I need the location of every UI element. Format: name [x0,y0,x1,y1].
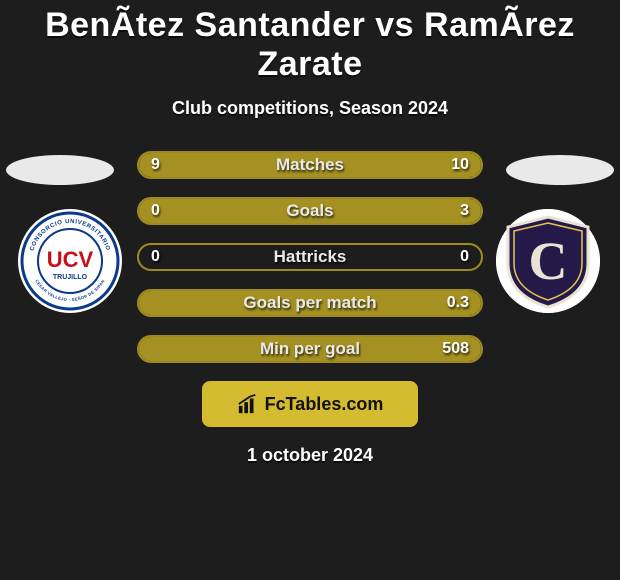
branding-text: FcTables.com [265,394,384,415]
player-photo-placeholder-right [506,155,614,185]
svg-text:C: C [529,231,568,291]
stat-label: Hattricks [274,247,347,267]
stat-value-right: 0.3 [447,291,469,315]
ucv-badge-icon: CONSORCIO UNIVERSITARIO CESAR VALLEJO · … [18,209,122,313]
shield-c-badge-icon: C [496,209,600,313]
club-badge-right: C [496,209,600,313]
comparison-panel: CONSORCIO UNIVERSITARIO CESAR VALLEJO · … [0,151,620,466]
stat-value-right: 10 [451,153,469,177]
page-title: BenÃ­tez Santander vs RamÃ­rez Zarate [0,6,620,84]
barchart-icon [237,393,259,415]
stat-bar: 0 3 Goals [137,197,483,225]
stat-label: Goals per match [243,293,376,313]
subtitle: Club competitions, Season 2024 [0,98,620,119]
stat-bar: 9 10 Matches [137,151,483,179]
stat-value-right: 3 [460,199,469,223]
stat-label: Matches [276,155,344,175]
stat-value-left: 9 [151,153,160,177]
stat-bar: 0.3 Goals per match [137,289,483,317]
club-badge-left: CONSORCIO UNIVERSITARIO CESAR VALLEJO · … [18,209,122,313]
stat-value-left: 0 [151,245,160,269]
stat-bars: 9 10 Matches 0 3 Goals 0 0 Hattricks 0.3 Goals per… [137,151,483,363]
stat-bar: 0 0 Hattricks [137,243,483,271]
stat-bar: 508 Min per goal [137,335,483,363]
svg-text:UCV: UCV [47,247,94,272]
snapshot-date: 1 october 2024 [0,445,620,466]
stat-value-left: 0 [151,199,160,223]
stat-label: Goals [286,201,333,221]
player-photo-placeholder-left [6,155,114,185]
stat-value-right: 0 [460,245,469,269]
svg-text:TRUJILLO: TRUJILLO [53,274,88,281]
stat-value-right: 508 [442,337,469,361]
stat-label: Min per goal [260,339,360,359]
branding-badge: FcTables.com [202,381,418,427]
